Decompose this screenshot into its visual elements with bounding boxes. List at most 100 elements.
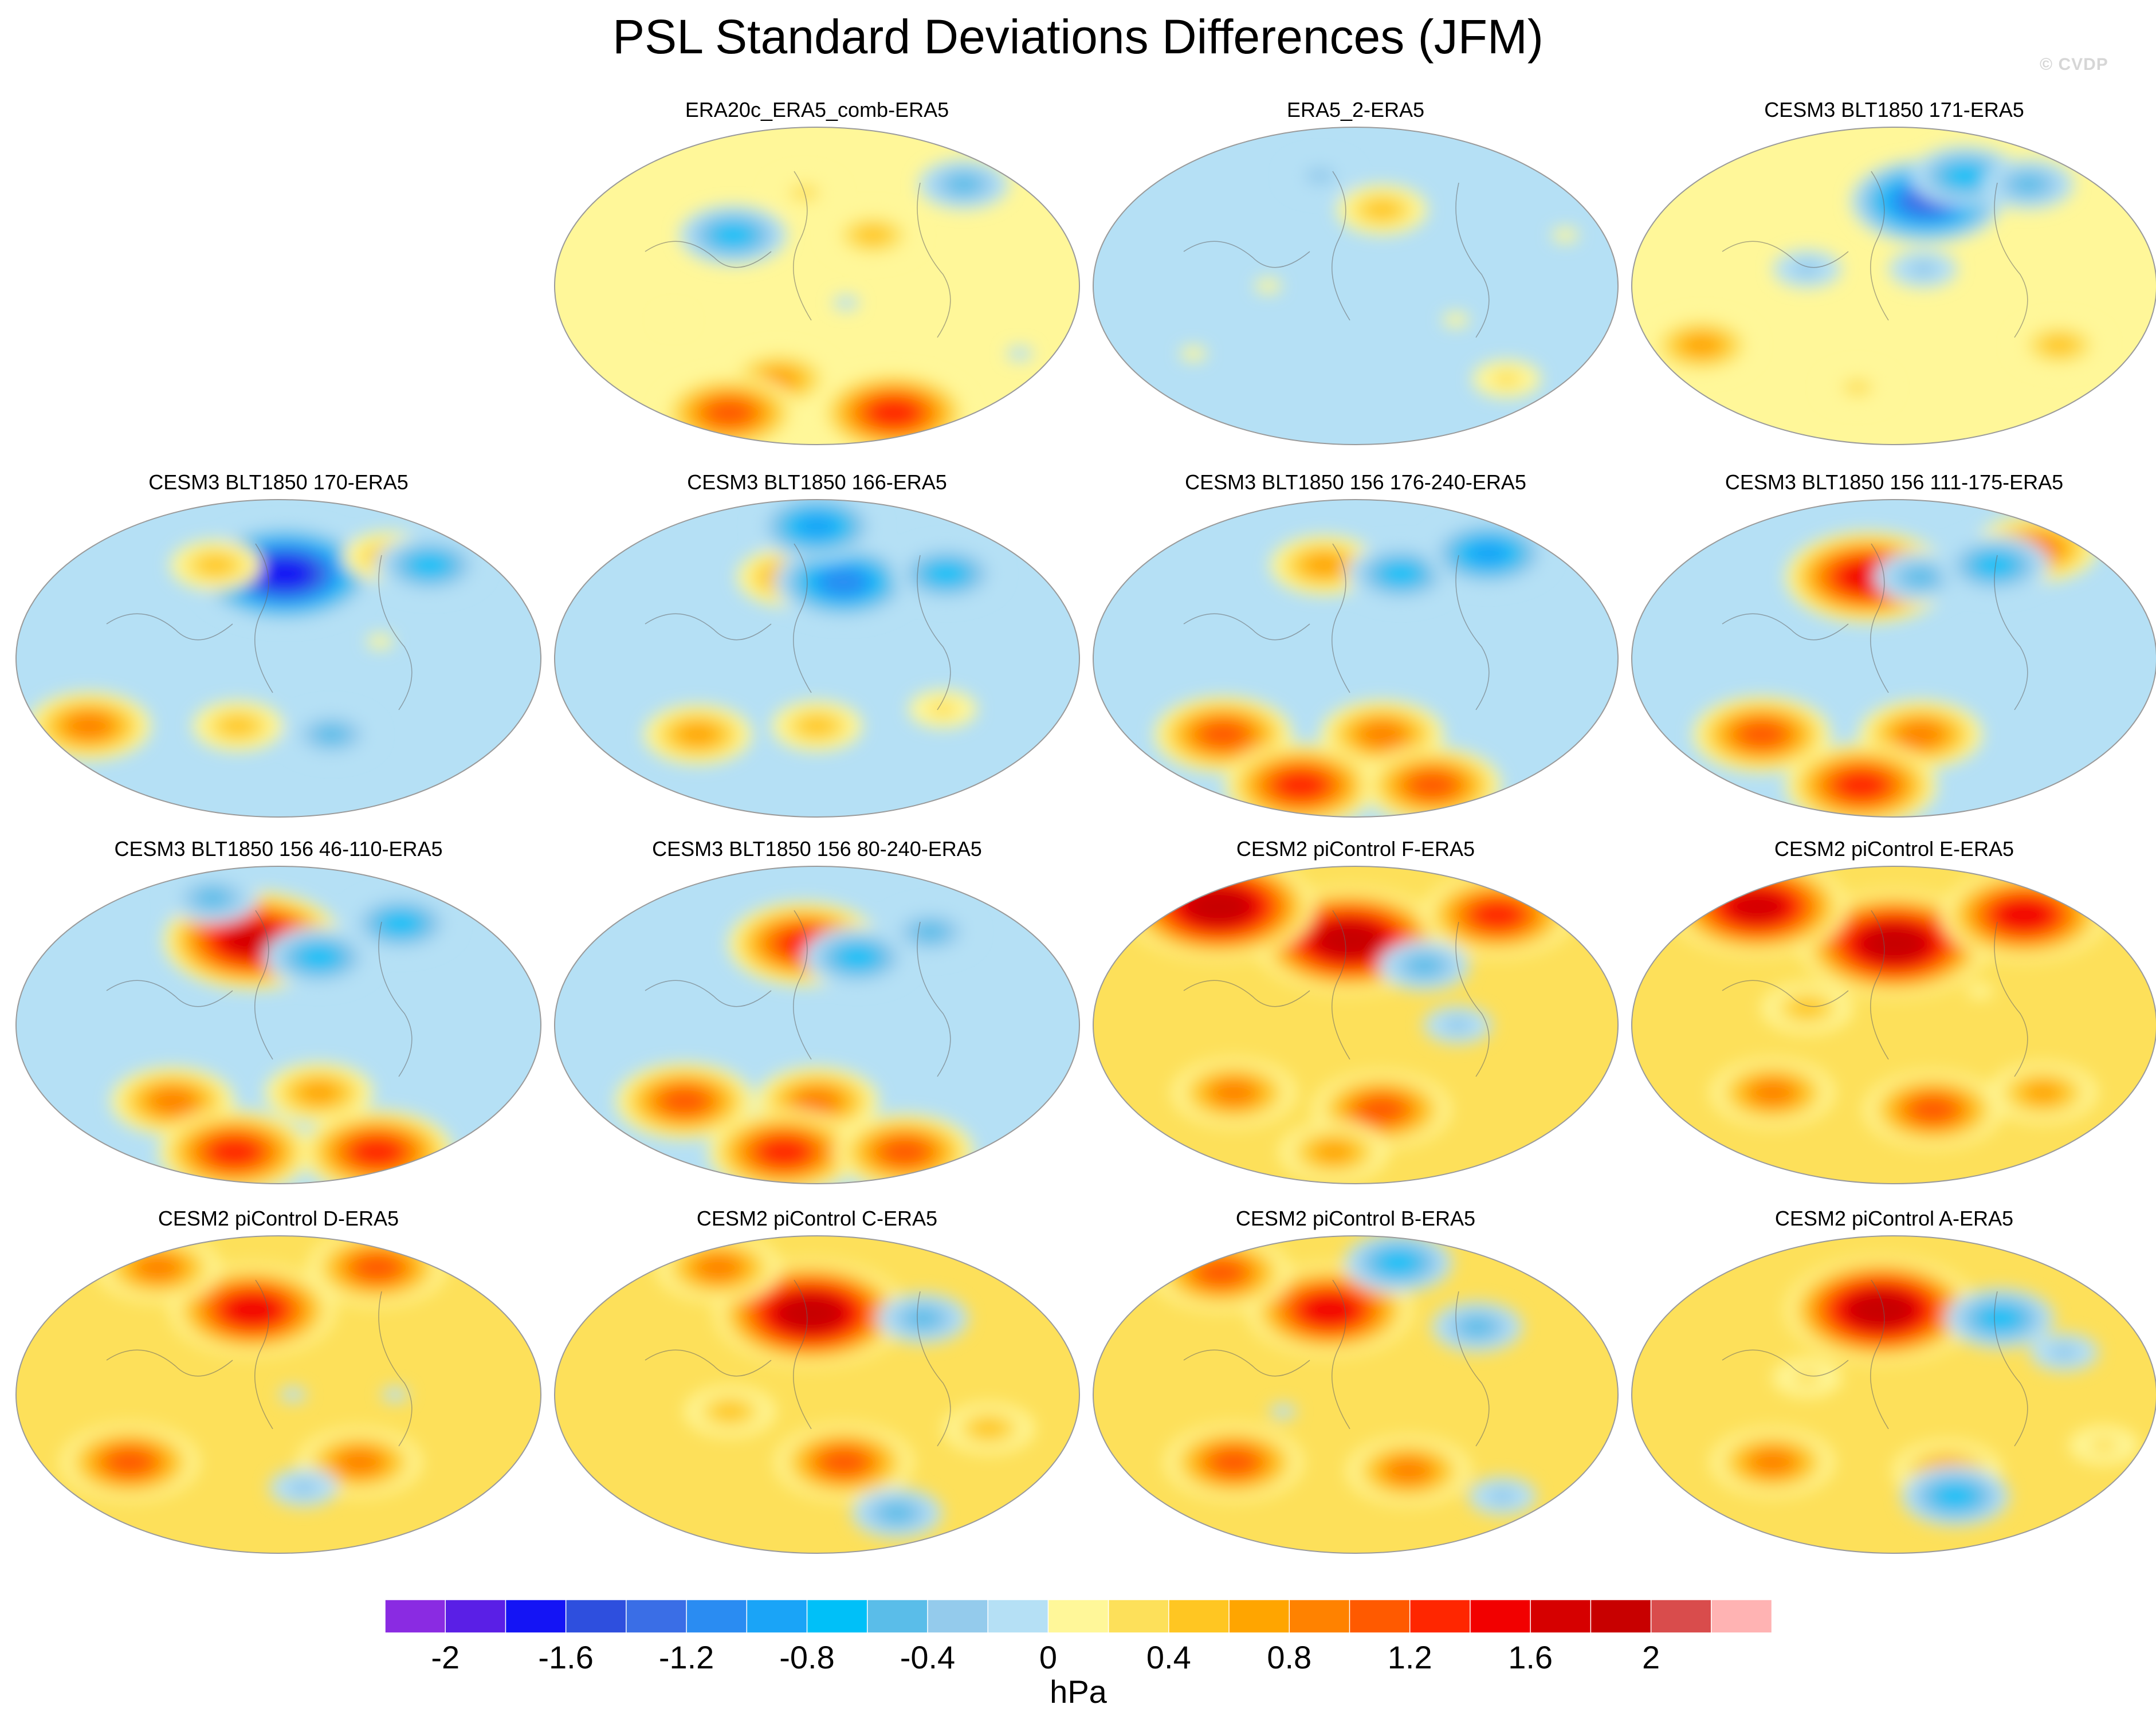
coastline: [645, 910, 951, 1077]
panel-title: CESM3 BLT1850 156 111-175-ERA5: [1725, 470, 2064, 494]
map-panel: CESM3 BLT1850 156 46-110-ERA5: [11, 837, 545, 1226]
colorbar-tick-label: -1.6: [538, 1639, 594, 1675]
anomaly-contour: [870, 399, 918, 426]
anomaly-contour: [913, 922, 948, 941]
anomaly-contour: [1911, 1097, 1955, 1122]
map-border: [1631, 1235, 2156, 1554]
coastline: [1722, 171, 2028, 338]
anomaly-contour: [1199, 1260, 1243, 1285]
anomaly-contour: [1739, 722, 1784, 747]
colorbar-tick-label: -1.2: [659, 1639, 714, 1675]
anomaly-contour: [198, 556, 233, 575]
anomaly-contour: [69, 714, 109, 737]
anomaly-contour: [280, 1387, 307, 1402]
anomaly-contour: [1792, 1369, 1823, 1387]
anomaly-contour: [1277, 772, 1325, 799]
colorbar-tick-label: -2: [431, 1639, 460, 1675]
anomaly-contour: [662, 1089, 707, 1114]
anomaly-contour: [882, 1140, 927, 1164]
map: [1631, 127, 2156, 445]
map: [1093, 1235, 1619, 1554]
anomaly-contour: [1410, 773, 1455, 798]
anomaly-contour: [1730, 891, 1785, 922]
anomaly-contour: [1966, 984, 1994, 999]
colorbar-swatch: [1530, 1599, 1592, 1633]
anomaly-contour: [2049, 1344, 2079, 1361]
anomaly-contour: [1946, 166, 1984, 186]
anomaly-contour: [339, 1451, 380, 1474]
map: [15, 866, 541, 1184]
anomaly-contour: [1491, 370, 1522, 388]
anomaly-contour: [1212, 1450, 1256, 1475]
anomaly-contour: [1474, 901, 1522, 928]
anomaly-contour: [781, 1297, 840, 1330]
anomaly-contour: [1981, 1308, 2019, 1329]
map-panel: CESM3 BLT1850 156 111-175-ERA5: [1627, 470, 2156, 859]
anomaly-contour: [1305, 167, 1336, 184]
map: [554, 866, 1080, 1184]
anomaly-contour: [1552, 227, 1579, 243]
map-border: [554, 1235, 1080, 1554]
panel-title: CESM2 piControl E-ERA5: [1774, 837, 2014, 861]
anomaly-contour: [1361, 723, 1403, 746]
colorbar-swatch: [1108, 1599, 1170, 1633]
anomaly-contour: [195, 889, 230, 908]
map: [554, 499, 1080, 818]
anomaly-contour: [796, 515, 838, 538]
anomaly-contour: [152, 1090, 193, 1113]
map-panel: CESM2 piControl B-ERA5: [1089, 1206, 1623, 1596]
anomaly-contour: [972, 1419, 1006, 1438]
anomaly-contour: [1315, 1141, 1352, 1163]
anomaly-contour: [1487, 1487, 1518, 1505]
anomaly-contour: [1852, 1294, 1910, 1326]
map-border: [554, 499, 1080, 818]
anomaly-contour: [800, 716, 834, 736]
anomaly-contour: [1998, 901, 2050, 929]
anomaly-contour: [2024, 1082, 2061, 1103]
anomaly-contour: [1305, 555, 1343, 576]
panel-title: CESM2 piControl F-ERA5: [1236, 837, 1475, 861]
panel-title: CESM3 BLT1850 171-ERA5: [1764, 98, 2024, 121]
panel-title: CESM3 BLT1850 156 80-240-ERA5: [652, 837, 982, 861]
anomaly-contour: [796, 1090, 838, 1113]
anomaly-contour: [1903, 567, 1937, 587]
colorbar-swatch: [1650, 1599, 1713, 1633]
colorbar-swatch: [505, 1599, 567, 1633]
anomaly-contour: [1380, 1252, 1417, 1273]
map: [1093, 866, 1619, 1184]
anomaly-contour: [367, 634, 394, 649]
anomaly-contour: [1752, 1451, 1793, 1474]
map-panel: CESM3 BLT1850 166-ERA5: [550, 470, 1084, 859]
coastline: [1183, 910, 1490, 1077]
colorbar-swatch: [1168, 1599, 1230, 1633]
colorbar-swatch: [445, 1599, 506, 1633]
colorbar-swatch: [686, 1599, 748, 1633]
colorbar-swatch: [866, 1599, 929, 1633]
panel-title: CESM3 BLT1850 170-ERA5: [148, 470, 409, 494]
map-border: [554, 866, 1080, 1184]
anomaly-contour: [1388, 1459, 1429, 1482]
anomaly-contour: [947, 175, 981, 194]
map-border: [15, 866, 541, 1184]
map: [15, 1235, 541, 1554]
map-border: [554, 127, 1080, 445]
anomaly-contour: [1382, 563, 1420, 584]
colorbar-swatch: [1409, 1599, 1471, 1633]
anomaly-contour: [1460, 1317, 1494, 1337]
anomaly-contour: [300, 947, 338, 968]
anomaly-contour: [1683, 335, 1720, 356]
anomaly-contour: [382, 913, 419, 934]
coastline: [1183, 171, 1490, 338]
map-panel: CESM2 piControl F-ERA5: [1089, 837, 1623, 1226]
colorbar-tick-label: 0: [1039, 1639, 1057, 1675]
anomaly-contour: [1468, 542, 1509, 565]
map: [1631, 499, 2156, 818]
anomaly-contour: [679, 724, 717, 745]
panel-title: CESM3 BLT1850 156 176-240-ERA5: [1185, 470, 1526, 494]
anomaly-contour: [411, 555, 449, 576]
anomaly-contour: [1792, 260, 1823, 278]
colorbar-swatch: [565, 1599, 627, 1633]
map-border: [15, 1235, 541, 1554]
coastline: [1722, 543, 2028, 710]
map-panel: CESM3 BLT1850 156 80-240-ERA5: [550, 837, 1084, 1226]
